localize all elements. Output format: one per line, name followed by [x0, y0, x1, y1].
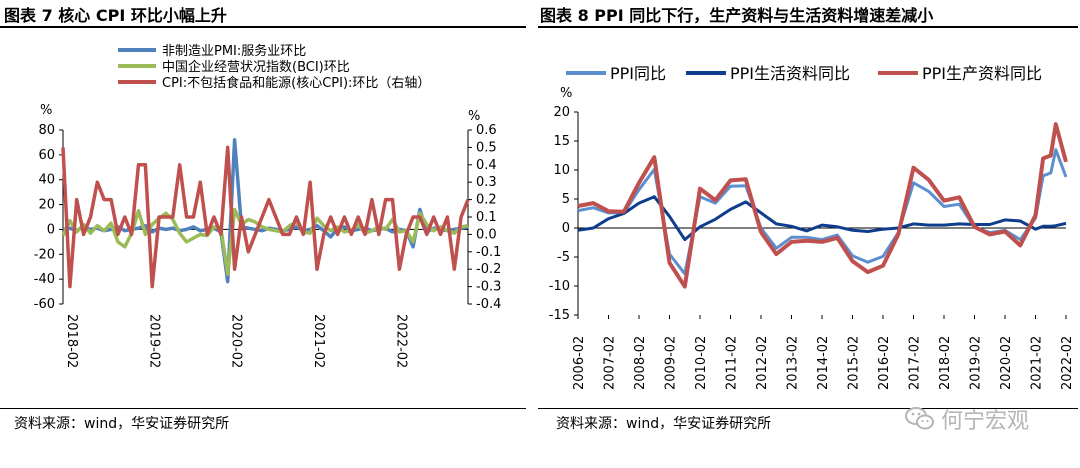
x-tick-label: 2014-02 [816, 336, 831, 390]
x-tick-label: 2017-02 [908, 336, 923, 390]
legend-label-3: CPI:不包括食品和能源(核心CPI):环比（右轴） [162, 75, 430, 91]
left-source-divider [0, 408, 526, 409]
left-y-tick-label: 80 [38, 123, 55, 138]
right-y-tick-label: 0.3 [476, 175, 497, 190]
x-tick-label: 2021-02 [1030, 336, 1045, 390]
series-line-2 [577, 195, 1067, 242]
right-source-note: 资料来源：wind，华安证券研究所 [556, 416, 772, 432]
watermark-text: 何宁宏观 [941, 409, 1030, 434]
left-y-tick-label: 20 [38, 198, 55, 213]
legend-label-3: PPI生产资料同比 [922, 64, 1042, 83]
right-y-tick-label: -0.3 [476, 280, 501, 295]
left-y-tick-label: -60 [34, 297, 55, 312]
x-tick-label: 2022-02 [393, 314, 408, 368]
left-y-tick-label: 0 [47, 222, 55, 237]
right-chart: 20 15 10 5 0 -5 -10 -15% 2006-02 2007-02 2008-02 20… [549, 64, 1075, 390]
right-y-tick-label: -0.2 [476, 262, 501, 277]
x-tick-label: 2019-02 [969, 336, 984, 390]
right-y-tick-label: 0.6 [476, 123, 497, 138]
legend-label-2: PPI生活资料同比 [730, 64, 850, 83]
right-y-tick-label: 0.1 [476, 210, 497, 225]
left-source-note: 资料来源：wind，华安证券研究所 [14, 416, 230, 432]
right-y-tick-label: 0.4 [476, 158, 497, 173]
x-tick-label: 2015-02 [847, 336, 862, 390]
left-y-axis-unit: % [40, 103, 52, 118]
right-y-tick-label: 0.0 [476, 227, 497, 242]
x-tick-label: 2011-02 [725, 336, 740, 390]
left-y-tick-label: 40 [38, 173, 55, 188]
left-y-tick-label: -20 [34, 247, 55, 262]
x-tick-label: 2012-02 [755, 336, 770, 390]
x-tick-label: 2008-02 [633, 336, 648, 390]
legend-label-2: 中国企业经营状况指数(BCI)环比 [162, 59, 350, 75]
left-chart-title: 图表 7 核心 CPI 环比小幅上升 [4, 6, 227, 25]
y-tick-label: 5 [562, 192, 570, 207]
right-y-tick-label: 0.5 [476, 140, 497, 155]
left-title-divider [0, 26, 526, 28]
x-tick-label: 2010-02 [694, 336, 709, 390]
x-tick-label: 2006-02 [572, 336, 587, 390]
y-tick-label: 0 [562, 221, 570, 236]
y-tick-label: -10 [549, 279, 570, 294]
x-tick-label: 2019-02 [146, 314, 161, 368]
legend-label-1: 非制造业PMI:服务业环比 [162, 43, 306, 59]
x-tick-label: 2020-02 [229, 314, 244, 368]
wechat-icon [905, 407, 934, 430]
y-axis-unit: % [560, 86, 572, 101]
right-chart-title: 图表 8 PPI 同比下行，生产资料与生活资料增速差减小 [540, 6, 934, 25]
y-tick-label: -15 [549, 308, 570, 323]
x-tick-label: 2013-02 [786, 336, 801, 390]
legend-label-1: PPI同比 [610, 64, 666, 83]
right-source-divider [538, 408, 1078, 409]
x-tick-label: 2021-02 [311, 314, 326, 368]
y-tick-label: 10 [553, 163, 570, 178]
series-line-3 [577, 122, 1068, 289]
series-line-3 [61, 145, 470, 289]
right-y-tick-label: -0.1 [476, 245, 501, 260]
right-y-tick-label: 0.2 [476, 193, 497, 208]
right-y-axis-unit: % [468, 109, 480, 124]
right-y-tick-label: -0.4 [476, 297, 501, 312]
left-chart: 80 60 40 20 0 -20 -40 -60 0.6 0.5 0.4 0.3 0.2 0.1 0.0 -… [34, 43, 502, 368]
left-y-tick-label: 60 [38, 148, 55, 163]
right-title-divider [538, 26, 1078, 28]
y-tick-label: 20 [553, 105, 570, 120]
left-y-tick-label: -40 [34, 272, 55, 287]
x-tick-label: 2009-02 [664, 336, 679, 390]
watermark: 何宁宏观 [905, 403, 1029, 435]
x-tick-label: 2022-02 [1060, 336, 1075, 390]
x-tick-label: 2016-02 [877, 336, 892, 390]
x-tick-label: 2007-02 [603, 336, 618, 390]
x-tick-label: 2020-02 [999, 336, 1014, 390]
x-tick-label: 2018-02 [64, 314, 79, 368]
y-tick-label: -5 [557, 250, 570, 265]
series-line-1 [577, 148, 1068, 276]
x-tick-label: 2018-02 [938, 336, 953, 390]
y-tick-label: 15 [553, 134, 570, 149]
